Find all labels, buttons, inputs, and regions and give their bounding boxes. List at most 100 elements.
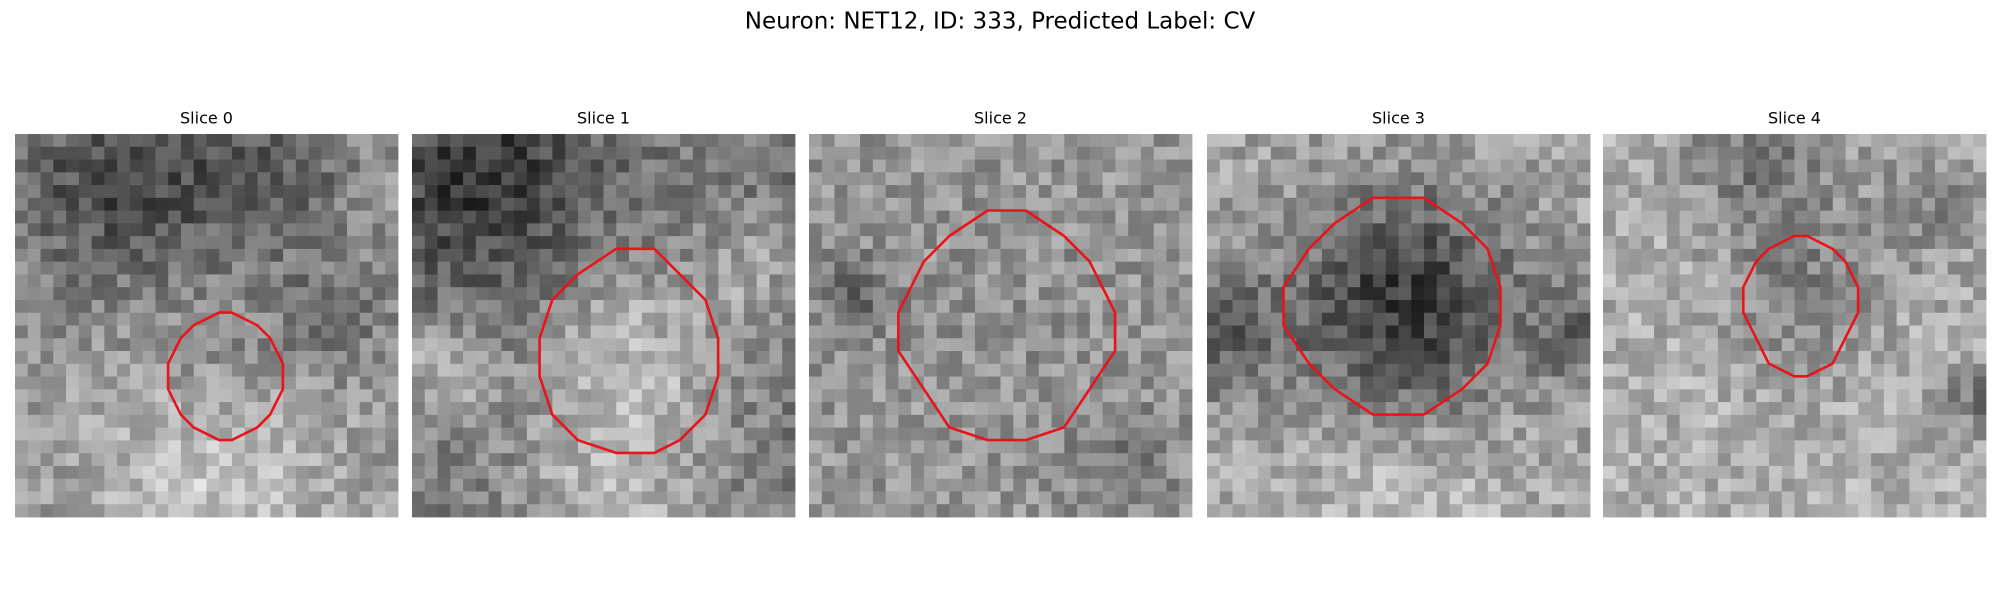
pixel [1140, 134, 1155, 148]
pixel [1038, 389, 1052, 403]
pixel [1896, 287, 1910, 301]
pixel [1064, 287, 1078, 301]
pixel [1538, 287, 1553, 301]
pixel [1347, 223, 1361, 237]
pixel [1858, 210, 1872, 224]
pixel [552, 146, 566, 160]
pixel [590, 223, 604, 237]
pixel [654, 363, 668, 377]
pixel [1934, 185, 1949, 199]
pixel [514, 440, 528, 454]
pixel [66, 236, 80, 250]
pixel [1832, 440, 1846, 454]
pixel [1679, 146, 1693, 160]
pixel [66, 427, 80, 441]
pixel [1845, 402, 1859, 416]
pixel [1820, 414, 1834, 429]
pixel [257, 146, 271, 160]
pixel [91, 223, 105, 237]
pixel [667, 312, 681, 326]
pixel [1832, 453, 1846, 467]
pixel [1487, 146, 1502, 160]
pixel [1270, 299, 1284, 314]
pixel [911, 146, 925, 160]
pixel [1603, 223, 1617, 237]
pixel [769, 248, 783, 263]
pixel [1000, 299, 1014, 314]
pixel [1115, 491, 1129, 505]
pixel [359, 210, 373, 224]
pixel [577, 159, 592, 173]
pixel [756, 325, 770, 339]
pixel [769, 376, 783, 390]
pixel [1909, 402, 1923, 416]
pixel [437, 236, 451, 250]
pixel [1207, 351, 1221, 365]
pixel [1871, 236, 1885, 250]
pixel [168, 325, 182, 339]
pixel [424, 146, 438, 160]
pixel [1973, 478, 1987, 492]
pixel [1385, 159, 1399, 173]
pixel [1258, 389, 1272, 403]
pixel [1973, 325, 1987, 339]
pixel [78, 223, 92, 237]
pixel [1934, 261, 1949, 275]
pixel [834, 325, 848, 339]
pixel [1845, 299, 1859, 314]
pixel [1115, 440, 1129, 454]
pixel [782, 185, 796, 199]
pixel [40, 146, 54, 160]
pixel [1526, 504, 1540, 518]
pixel [885, 338, 899, 352]
pixel [1296, 491, 1310, 505]
pixel [911, 210, 925, 224]
pixel [1641, 134, 1655, 148]
pixel [308, 197, 322, 211]
pixel [718, 478, 732, 492]
pixel [450, 159, 464, 173]
pixel [1475, 159, 1489, 173]
pixel [974, 236, 989, 250]
pixel [1038, 478, 1052, 492]
pixel [860, 185, 874, 199]
pixel [501, 402, 515, 416]
pixel [923, 351, 938, 365]
pixel [667, 389, 681, 403]
pixel [1296, 159, 1310, 173]
pixel [1883, 440, 1898, 454]
pixel [718, 389, 732, 403]
pixel [847, 236, 861, 250]
pixel [1538, 197, 1553, 211]
pixel [1475, 338, 1489, 352]
pixel [501, 338, 515, 352]
pixel [1628, 146, 1642, 160]
pixel [40, 351, 54, 365]
pixel [1462, 236, 1476, 250]
pixel [1128, 389, 1142, 403]
pixel [117, 185, 131, 199]
pixel [1794, 223, 1808, 237]
pixel [463, 274, 477, 288]
pixel [1794, 402, 1808, 416]
pixel [1372, 389, 1387, 403]
pixel [1077, 465, 1091, 480]
pixel [168, 414, 182, 429]
pixel [1270, 453, 1284, 467]
pixel [1424, 440, 1438, 454]
pixel [1219, 465, 1233, 480]
pixel [667, 146, 681, 160]
pixel [872, 185, 886, 199]
pixel [680, 351, 694, 365]
pixel [1679, 185, 1693, 199]
pixel [1641, 146, 1655, 160]
pixel [475, 478, 489, 492]
pixel [66, 172, 80, 186]
pixel [142, 299, 156, 314]
pixel [1115, 210, 1129, 224]
pixel [1051, 299, 1065, 314]
pixel [1526, 414, 1540, 429]
pixel [629, 312, 643, 326]
pixel [1896, 236, 1910, 250]
pixel [244, 287, 258, 301]
